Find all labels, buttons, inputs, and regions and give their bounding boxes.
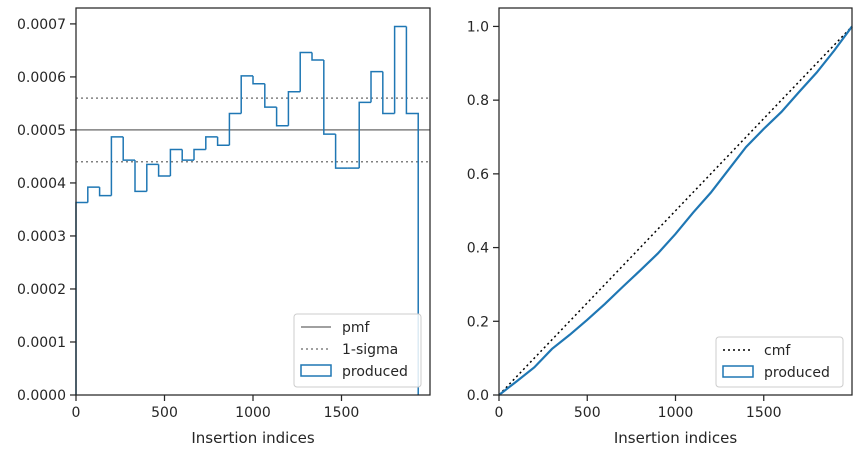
histogram-bin	[334, 134, 348, 169]
y-tick-label: 0.0004	[17, 176, 66, 192]
histogram-bin	[358, 101, 372, 169]
cumulative-panel: 0 500 1000 1500 0.0 0.2 0.4 0.6 0.8 1.0 Insertion …	[467, 7, 853, 447]
x-tick-label: 500	[151, 405, 178, 421]
legend-box	[715, 336, 844, 388]
histogram-bin	[216, 136, 230, 147]
x-tick-label: 1500	[746, 405, 782, 421]
histogram-bin	[228, 112, 242, 146]
y-tick-label: 0.0005	[17, 123, 66, 139]
histogram-bin	[205, 136, 218, 150]
x-axis-label: Insertion indices	[614, 429, 737, 447]
histogram-bin	[110, 136, 124, 196]
histogram-bin	[181, 149, 195, 161]
histogram-bin	[370, 70, 383, 103]
x-axis-label: Insertion indices	[191, 429, 314, 447]
y-tick-label: 0.6	[467, 167, 489, 183]
histogram-bin	[169, 148, 183, 177]
x-tick-label: 1000	[235, 405, 271, 421]
x-tick-label: 1500	[324, 405, 360, 421]
legend: cmf produced	[715, 336, 844, 388]
cmf-line	[498, 25, 853, 396]
y-tick-label: 0.2	[467, 314, 489, 330]
histogram-bin	[193, 148, 206, 161]
y-tick-label: 0.0001	[17, 335, 66, 351]
produced-line	[498, 25, 853, 396]
legend-label: produced	[764, 365, 830, 381]
legend-label: 1-sigma	[342, 342, 398, 358]
histogram-bin	[240, 75, 254, 114]
histogram-bin	[382, 71, 395, 115]
legend: pmf 1-sigma produced	[293, 313, 422, 388]
histogram-bin	[87, 186, 100, 203]
histogram-bin	[393, 25, 407, 114]
histogram-panel: 0 500 1000 1500 0.0000 0.0001 0.0002 0.0003 0.00…	[17, 7, 431, 447]
histogram-bin	[122, 136, 136, 161]
histogram-bin	[405, 26, 419, 395]
legend-swatch	[300, 364, 332, 377]
histogram-bin	[275, 107, 289, 127]
y-tick-label: 0.0003	[17, 229, 66, 245]
histogram-bin	[311, 52, 324, 61]
legend-label: pmf	[342, 320, 371, 336]
histogram-bin	[98, 187, 112, 197]
histogram-bin	[146, 163, 159, 192]
y-tick-label: 1.0	[467, 19, 489, 35]
y-tick-label: 0.0000	[17, 388, 66, 404]
legend-swatch	[722, 365, 754, 378]
histogram-bin	[75, 201, 88, 395]
y-tick-label: 0.0006	[17, 70, 66, 86]
legend-box	[293, 313, 422, 388]
y-tick-label: 0.0	[467, 388, 489, 404]
histogram-bin	[252, 75, 265, 85]
x-tick-label: 500	[574, 405, 601, 421]
legend-label: cmf	[764, 343, 791, 359]
histogram-bin	[264, 83, 277, 108]
histogram-bin	[299, 51, 313, 92]
legend-label: produced	[342, 364, 408, 380]
y-tick-label: 0.0007	[17, 17, 66, 33]
y-tick-label: 0.8	[467, 93, 489, 109]
y-tick-label: 0.4	[467, 241, 489, 257]
histogram-bin	[134, 160, 147, 193]
x-tick-label: 1000	[658, 405, 694, 421]
x-tick-label: 0	[72, 405, 81, 421]
histogram-bin	[323, 59, 336, 135]
histogram-bin	[287, 91, 301, 126]
x-tick-label: 0	[495, 405, 504, 421]
y-tick-label: 0.0002	[17, 282, 66, 298]
histogram-bin	[157, 164, 171, 177]
